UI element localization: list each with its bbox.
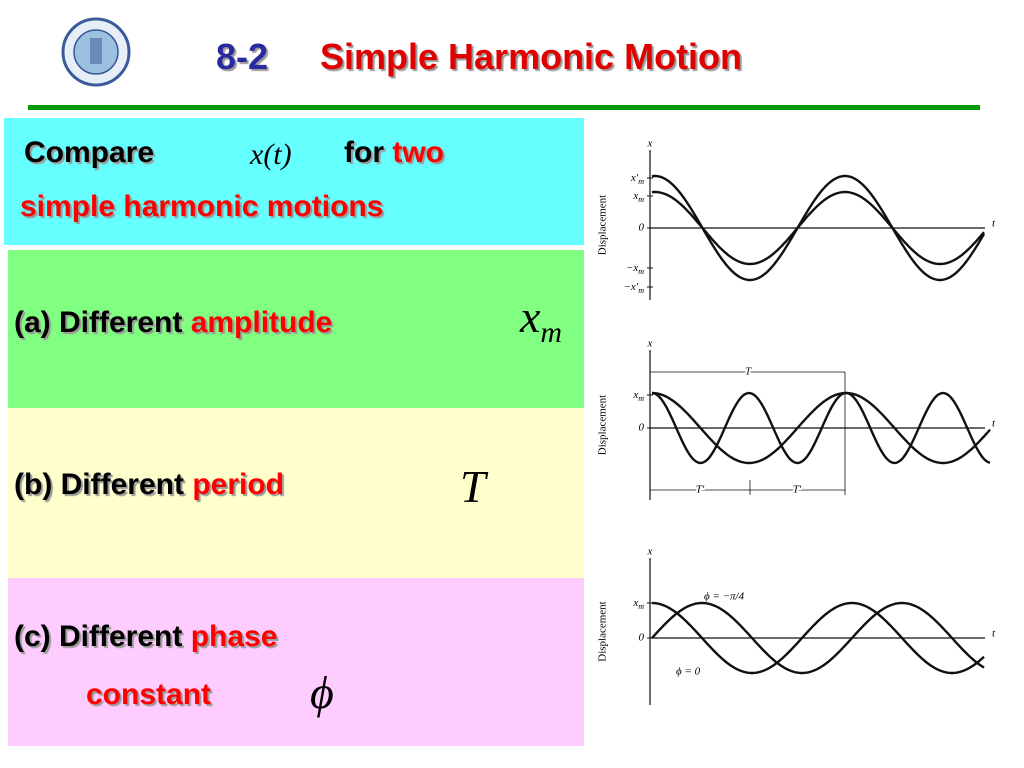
curve-label: ϕ = 0 xyxy=(676,666,701,678)
highlight: constant xyxy=(86,678,212,711)
highlight: amplitude xyxy=(190,306,333,339)
tick-sub: m xyxy=(638,602,644,611)
figure-bg xyxy=(590,118,1010,718)
symbol: x(t) xyxy=(250,138,292,171)
tick-label: xm xyxy=(632,389,644,403)
period-label: T′ xyxy=(696,484,705,496)
highlight: two xyxy=(392,136,444,169)
wave xyxy=(651,601,985,675)
logo xyxy=(61,17,131,87)
symbol: T xyxy=(460,461,486,512)
highlight: phase xyxy=(190,620,278,653)
wave xyxy=(651,391,991,465)
tick-base: −x xyxy=(626,262,638,274)
tick-label: xm xyxy=(632,190,644,204)
wave xyxy=(651,190,985,266)
axis-label: x xyxy=(647,546,653,558)
text: for xyxy=(344,136,384,169)
tick-sub: m xyxy=(638,177,644,186)
wave xyxy=(651,174,986,282)
text: (a) Different xyxy=(14,306,183,339)
period-label: T′ xyxy=(793,484,802,496)
y-axis-title: Displacement xyxy=(597,395,609,455)
item-panel: (a) Different amplitude xm xyxy=(8,250,584,408)
tick-label: 0 xyxy=(639,632,645,644)
text: for two xyxy=(344,136,444,170)
tick-label: x′m xyxy=(630,172,644,186)
axis-label: x xyxy=(647,338,653,350)
wave xyxy=(651,391,991,465)
symbol-sub: m xyxy=(540,316,563,350)
tick-label: 0 xyxy=(639,222,645,234)
text: Compare xyxy=(24,136,155,169)
slide-title: Simple Harmonic Motion xyxy=(320,36,743,77)
tick-sub: m xyxy=(638,195,644,204)
text: (c) Different xyxy=(14,620,183,653)
tick-base: x xyxy=(632,190,638,202)
tick-sub: m xyxy=(638,286,644,295)
tick-label: xm xyxy=(632,597,644,611)
period-label: T xyxy=(745,366,752,378)
item-panel: (b) Different period T xyxy=(8,408,584,578)
symbol: ϕ xyxy=(310,667,334,718)
tick-sub: m xyxy=(638,267,644,276)
wave xyxy=(651,601,985,675)
item-label: (c) Different phase xyxy=(14,620,277,654)
title-rule xyxy=(28,105,980,110)
text: simple harmonic motions xyxy=(20,190,384,223)
tick-label: 0 xyxy=(639,422,645,434)
tick-base: x xyxy=(632,597,638,609)
axis-label: t xyxy=(992,628,996,640)
text: (b) Different xyxy=(14,468,184,501)
tick-label: −xm xyxy=(626,262,644,276)
tick-sub: m xyxy=(638,394,644,403)
tick-base: x xyxy=(632,389,638,401)
symbol: xm xyxy=(520,290,562,350)
slide-number: 8-2 xyxy=(216,36,269,77)
tick-base: −x′ xyxy=(624,281,639,293)
curve-label: ϕ = −π/4 xyxy=(704,591,745,603)
item-label: (a) Different amplitude xyxy=(14,306,332,340)
symbol-base: x xyxy=(520,291,541,342)
axis-label: t xyxy=(992,218,996,230)
axis-label: t xyxy=(992,418,996,430)
item-label: (b) Different period xyxy=(14,468,284,502)
axis-label: x xyxy=(647,138,653,150)
item-panel: (c) Different phase constant ϕ xyxy=(8,578,584,746)
tick-base: x′ xyxy=(630,172,639,184)
intro-panel: Compare x(t) for two simple harmonic mot… xyxy=(4,118,584,245)
tick-label: −x′m xyxy=(624,281,645,295)
y-axis-title: Displacement xyxy=(597,195,609,255)
highlight: period xyxy=(192,468,284,501)
y-axis-title: Displacement xyxy=(597,601,609,661)
